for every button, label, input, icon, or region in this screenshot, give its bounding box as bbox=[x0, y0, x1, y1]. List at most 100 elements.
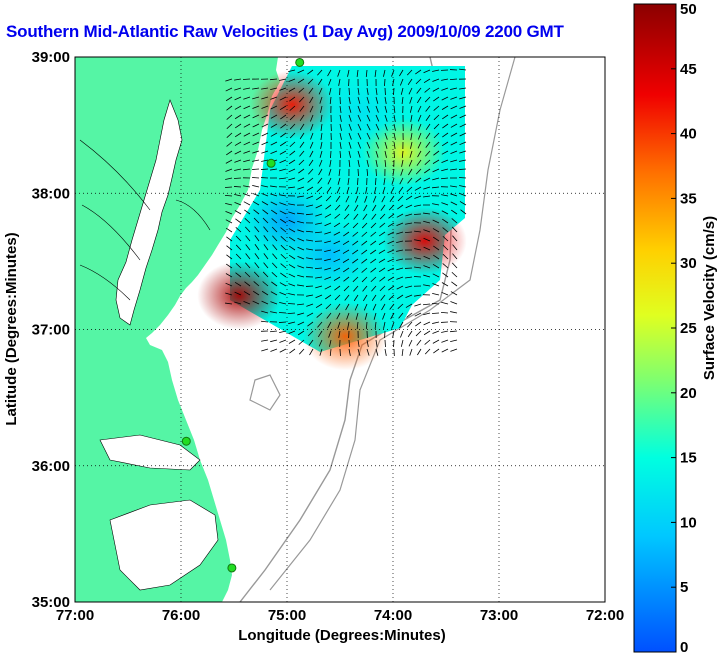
velocity-arrow bbox=[450, 291, 458, 296]
velocity-arrow bbox=[392, 78, 395, 86]
velocity-arrow bbox=[451, 262, 458, 269]
velocity-arrow bbox=[418, 123, 422, 131]
velocity-arrow bbox=[271, 262, 278, 269]
velocity-arrow bbox=[335, 195, 341, 203]
velocity-arrow bbox=[235, 235, 242, 242]
velocity-arrow bbox=[384, 150, 387, 158]
velocity-arrow bbox=[370, 276, 377, 283]
velocity-arrow bbox=[252, 105, 260, 109]
velocity-arrow bbox=[234, 96, 242, 101]
velocity-arrow bbox=[393, 87, 395, 96]
velocity-arrow bbox=[450, 168, 458, 171]
velocity-arrow bbox=[393, 141, 396, 149]
velocity-arrow bbox=[317, 78, 323, 86]
velocity-arrow bbox=[324, 285, 332, 290]
velocity-arrow bbox=[432, 211, 440, 215]
velocity-arrow bbox=[234, 210, 242, 215]
velocity-arrow bbox=[243, 87, 251, 90]
velocity-arrow bbox=[309, 348, 314, 356]
velocity-arrow bbox=[297, 212, 305, 215]
velocity-arrow bbox=[432, 159, 440, 164]
velocity-arrow bbox=[306, 204, 314, 208]
velocity-arrow bbox=[370, 267, 377, 273]
velocity-arrow bbox=[272, 253, 278, 260]
velocity-arrow bbox=[297, 255, 305, 260]
velocity-arrow bbox=[261, 193, 269, 197]
velocity-patch bbox=[303, 302, 388, 371]
velocity-arrow bbox=[348, 159, 351, 167]
velocity-arrow bbox=[339, 123, 342, 131]
velocity-arrow bbox=[252, 192, 260, 197]
velocity-arrow bbox=[397, 204, 404, 210]
velocity-arrow bbox=[262, 271, 269, 278]
velocity-arrow bbox=[324, 222, 332, 227]
velocity-arrow bbox=[280, 263, 287, 269]
velocity-arrow bbox=[432, 219, 440, 224]
velocity-arrow bbox=[225, 211, 233, 215]
velocity-arrow bbox=[425, 114, 431, 121]
velocity-arrow bbox=[288, 211, 296, 215]
velocity-arrow bbox=[451, 271, 458, 278]
velocity-arrow bbox=[252, 150, 260, 154]
velocity-arrow bbox=[288, 78, 296, 82]
chesapeake-bay bbox=[115, 99, 183, 326]
velocity-arrow bbox=[364, 312, 368, 320]
velocity-arrow bbox=[389, 195, 395, 202]
velocity-arrow bbox=[289, 150, 296, 156]
colorbar-tick-label: 20 bbox=[680, 385, 697, 402]
velocity-arrow bbox=[310, 132, 314, 140]
velocity-arrow bbox=[289, 105, 296, 111]
velocity-arrow bbox=[423, 312, 431, 316]
velocity-arrow bbox=[336, 312, 341, 320]
velocity-arrow bbox=[317, 177, 323, 184]
velocity-arrow bbox=[450, 185, 458, 188]
velocity-arrow bbox=[417, 150, 422, 158]
velocity-arrow bbox=[243, 301, 251, 305]
velocity-arrow bbox=[320, 123, 323, 131]
velocity-arrow bbox=[324, 213, 332, 218]
velocity-arrow bbox=[270, 201, 278, 206]
velocity-arrow bbox=[423, 220, 431, 224]
velocity-arrow bbox=[261, 105, 269, 109]
velocity-arrow bbox=[452, 253, 458, 260]
velocity-arrow bbox=[396, 213, 404, 218]
velocity-arrow bbox=[375, 177, 377, 186]
velocity-arrow bbox=[451, 209, 458, 215]
velocity-arrow bbox=[261, 310, 269, 314]
velocity-arrow bbox=[325, 204, 332, 210]
velocity-arrow bbox=[405, 294, 413, 298]
velocity-arrow bbox=[317, 330, 323, 338]
velocity-arrow bbox=[306, 248, 314, 251]
velocity-arrow bbox=[345, 303, 350, 311]
velocity-arrow bbox=[288, 228, 296, 233]
velocity-arrow bbox=[425, 150, 431, 157]
velocity-arrow bbox=[298, 159, 305, 166]
velocity-arrow bbox=[280, 253, 287, 260]
velocity-arrow bbox=[414, 195, 422, 199]
velocity-arrow bbox=[269, 330, 278, 333]
velocity-arrow bbox=[334, 204, 341, 211]
colorbar-tick-label: 45 bbox=[680, 61, 697, 78]
velocity-arrow bbox=[441, 159, 449, 164]
velocity-arrow bbox=[399, 78, 404, 86]
velocity-arrow bbox=[354, 204, 359, 212]
velocity-arrow bbox=[406, 312, 413, 318]
velocity-arrow bbox=[458, 168, 467, 170]
velocity-arrow bbox=[357, 141, 362, 149]
velocity-arrow bbox=[279, 141, 287, 147]
velocity-arrow bbox=[297, 265, 305, 269]
velocity-arrow bbox=[417, 141, 422, 149]
velocity-arrow bbox=[270, 150, 278, 155]
velocity-arrow bbox=[279, 339, 287, 343]
velocity-arrow bbox=[253, 281, 260, 287]
velocity-arrow bbox=[346, 186, 350, 194]
velocity-arrow bbox=[460, 209, 467, 215]
velocity-arrow bbox=[348, 114, 352, 122]
velocity-arrow bbox=[279, 202, 287, 206]
velocity-arrow bbox=[233, 177, 242, 179]
velocity-arrow bbox=[410, 123, 413, 131]
velocity-arrow bbox=[333, 249, 341, 254]
velocity-arrow bbox=[306, 195, 314, 199]
velocity-arrow bbox=[343, 285, 350, 292]
velocity-arrow bbox=[234, 193, 242, 197]
